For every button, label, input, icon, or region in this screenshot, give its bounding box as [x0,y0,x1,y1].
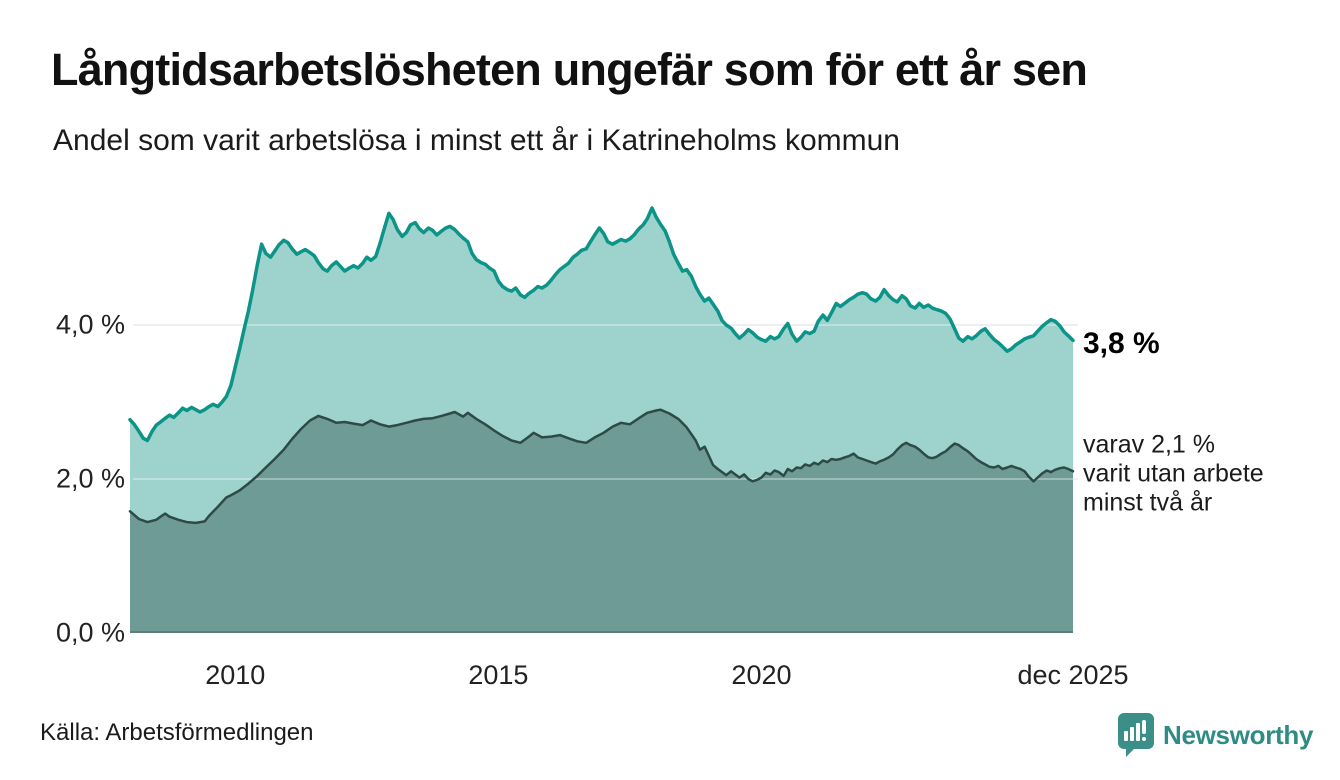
x-axis-tick-2020: 2020 [731,660,792,690]
y-axis-tick-0: 4,0 % [55,309,125,340]
end-value-label-two-years: varav 2,1 % varit utan arbete minst två år [1083,430,1264,517]
x-axis-tick-dec-2025: dec 2025 [1017,660,1129,690]
end-value-label-total: 3,8 % [1083,327,1160,361]
y-axis-tick-2: 0,0 % [55,617,125,648]
page-subtitle: Andel som varit arbetslösa i minst ett å… [53,124,900,157]
page-title: Långtidsarbetslösheten ungefär som för e… [51,44,1088,95]
newsworthy-logo-icon [1118,713,1154,757]
newsworthy-logo: Newsworthy [1116,712,1313,758]
y-axis-tick-1: 2,0 % [55,463,125,494]
x-axis-tick-2015: 2015 [468,660,529,690]
source-credit: Källa: Arbetsförmedlingen [40,719,314,746]
x-axis-tick-2010: 2010 [205,660,266,690]
newsworthy-logo-wordmark: Newsworthy [1163,719,1314,750]
